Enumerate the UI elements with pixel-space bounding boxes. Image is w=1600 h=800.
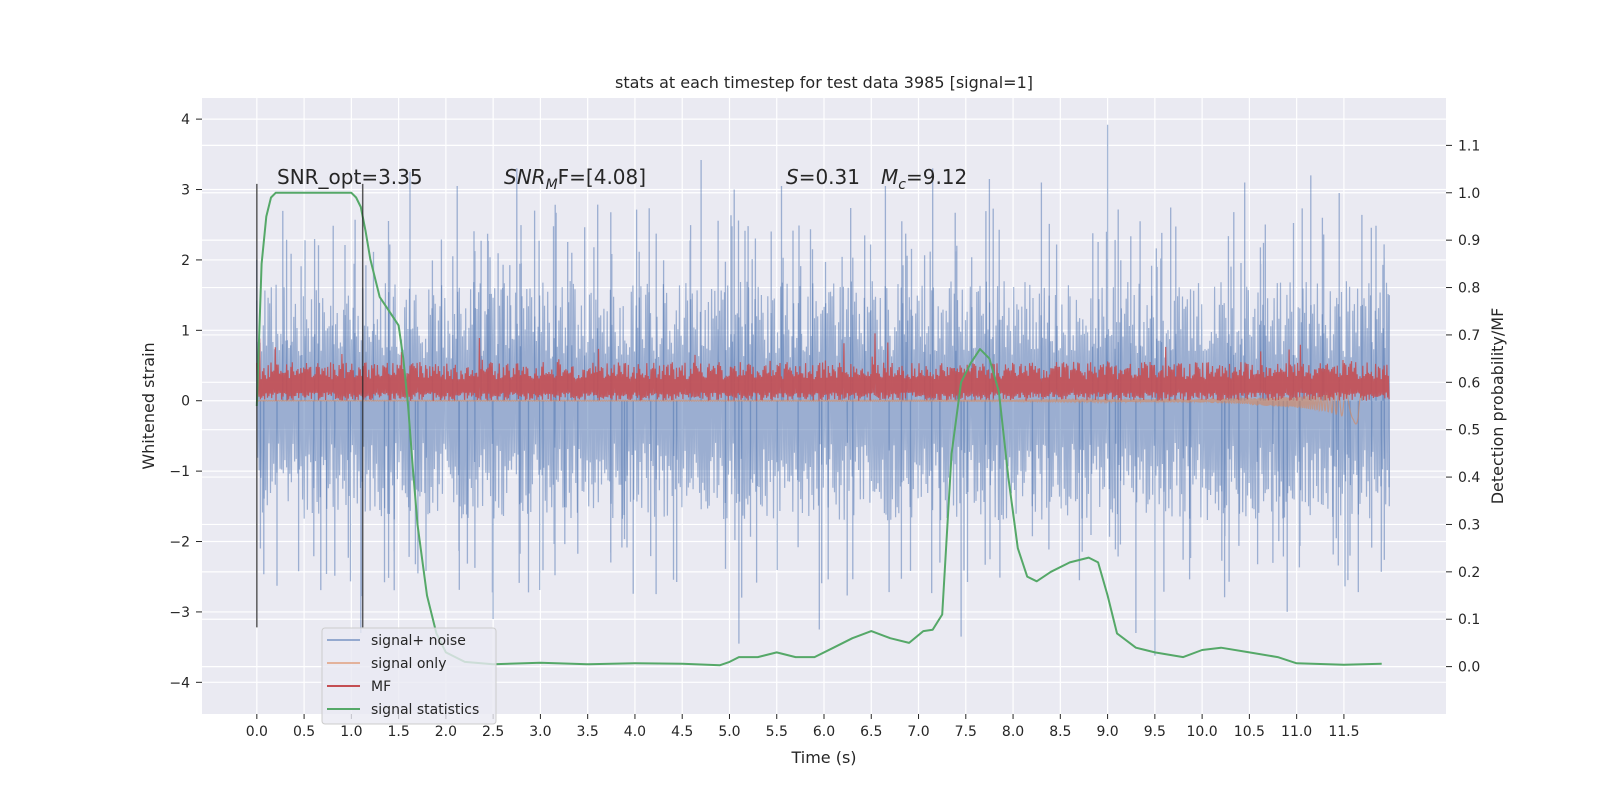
x-tick-label: 10.5 — [1234, 724, 1265, 740]
legend-label-signal-statistics: signal statistics — [371, 702, 479, 718]
y-right-tick-label: 0.9 — [1458, 233, 1480, 249]
x-tick-label: 11.5 — [1328, 724, 1359, 740]
y-right-tick-label: 0.3 — [1458, 517, 1480, 533]
annotation-snr-mf-subscript: M — [546, 177, 558, 193]
y-left-tick-label: −1 — [169, 464, 190, 480]
x-tick-label: 7.5 — [955, 724, 977, 740]
series-signal-statistics — [255, 191, 1382, 667]
y-right-axis-label: Detection probability/MF — [1488, 308, 1507, 505]
x-tick-label: 6.5 — [860, 724, 882, 740]
annotations: SNR_opt=3.35 SNRMF=[4.08] S=0.31 Mc=9.12 — [277, 165, 967, 193]
x-tick-label: 4.5 — [671, 724, 693, 740]
x-tick-label: 8.0 — [1002, 724, 1024, 740]
x-tick-label: 2.5 — [482, 724, 504, 740]
x-tick-label: 6.0 — [813, 724, 835, 740]
y-right-tick-label: 1.1 — [1458, 138, 1480, 154]
x-tick-label: 10.0 — [1187, 724, 1218, 740]
annotation-snr-mf: SNRMF=[4.08] — [504, 165, 646, 193]
y-right-tick-label: 0.4 — [1458, 470, 1480, 486]
y-right-tick-label: 0.5 — [1458, 423, 1480, 439]
x-tick-label: 2.0 — [435, 724, 457, 740]
series-layer — [255, 124, 1390, 667]
window-markers — [256, 183, 364, 628]
x-tick-label: 4.0 — [624, 724, 646, 740]
x-tick-label: 7.0 — [907, 724, 929, 740]
annotation-s-value: =0.31 — [799, 165, 860, 189]
annotation-s: S=0.31 — [786, 165, 860, 189]
chart-title: stats at each timestep for test data 398… — [615, 73, 1033, 92]
annotation-mc-subscript: c — [898, 177, 906, 193]
y-left-tick-label: 3 — [181, 183, 190, 199]
x-tick-label: 3.5 — [577, 724, 599, 740]
x-tick-label: 9.0 — [1096, 724, 1118, 740]
y-right-tick-label: 0.6 — [1458, 375, 1480, 391]
legend-label-signal-noise: signal+ noise — [371, 633, 466, 649]
annotation-snr-mf-tail: F=[4.08] — [558, 165, 646, 189]
x-axis-ticks: 0.0 0.5 1.0 1.5 2.0 2.5 3.0 3.5 4.0 4.5 5.0 5.5 6.0 6… — [246, 714, 1359, 740]
x-axis-label: Time (s) — [790, 748, 856, 767]
x-tick-label: 9.5 — [1144, 724, 1166, 740]
x-tick-label: 3.0 — [529, 724, 551, 740]
annotation-mc-label: M — [881, 165, 898, 189]
annotation-s-label: S — [786, 165, 799, 189]
annotation-snr-mf-base: SNR — [504, 165, 546, 189]
x-tick-label: 0.0 — [246, 724, 268, 740]
y-right-tick-label: 1.0 — [1458, 186, 1480, 202]
x-tick-label: 1.0 — [340, 724, 362, 740]
series-signal-only — [256, 389, 1364, 425]
legend: signal+ noise signal only MF signal stat… — [321, 627, 497, 725]
y-left-tick-label: 1 — [181, 323, 190, 339]
y-left-tick-label: 4 — [181, 112, 190, 128]
annotation-mc-value: =9.12 — [906, 165, 967, 189]
legend-label-signal-only: signal only — [371, 656, 446, 672]
legend-label-mf: MF — [371, 679, 391, 695]
y-right-tick-label: 0.7 — [1458, 328, 1480, 344]
x-tick-label: 0.5 — [293, 724, 315, 740]
annotation-snr-opt: SNR_opt=3.35 — [277, 165, 423, 189]
y-left-tick-label: 2 — [181, 253, 190, 269]
y-right-tick-label: 0.8 — [1458, 281, 1480, 297]
x-tick-label: 5.0 — [718, 724, 740, 740]
y-left-tick-label: −2 — [169, 535, 190, 551]
series-mf — [256, 333, 1390, 401]
y-right-tick-label: 0.1 — [1458, 612, 1480, 628]
x-tick-label: 8.5 — [1049, 724, 1071, 740]
annotation-mc: Mc=9.12 — [881, 165, 967, 193]
y-left-tick-label: 0 — [181, 394, 190, 410]
y-left-axis-ticks: −4 −3 −2 −1 0 1 2 3 4 — [169, 112, 202, 691]
y-left-tick-label: −4 — [169, 675, 190, 691]
y-right-tick-label: 0.0 — [1458, 660, 1480, 676]
x-tick-label: 1.5 — [387, 724, 409, 740]
y-right-axis-ticks: 0.0 0.1 0.2 0.3 0.4 0.5 0.6 0.7 0.8 0.9 1.0 1.1 — [1446, 138, 1480, 676]
y-left-axis-label: Whitened strain — [139, 342, 158, 469]
x-tick-label: 5.5 — [766, 724, 788, 740]
y-right-tick-label: 0.2 — [1458, 565, 1480, 581]
legend-box — [321, 627, 497, 725]
y-left-tick-label: −3 — [169, 605, 190, 621]
x-tick-label: 11.0 — [1281, 724, 1312, 740]
